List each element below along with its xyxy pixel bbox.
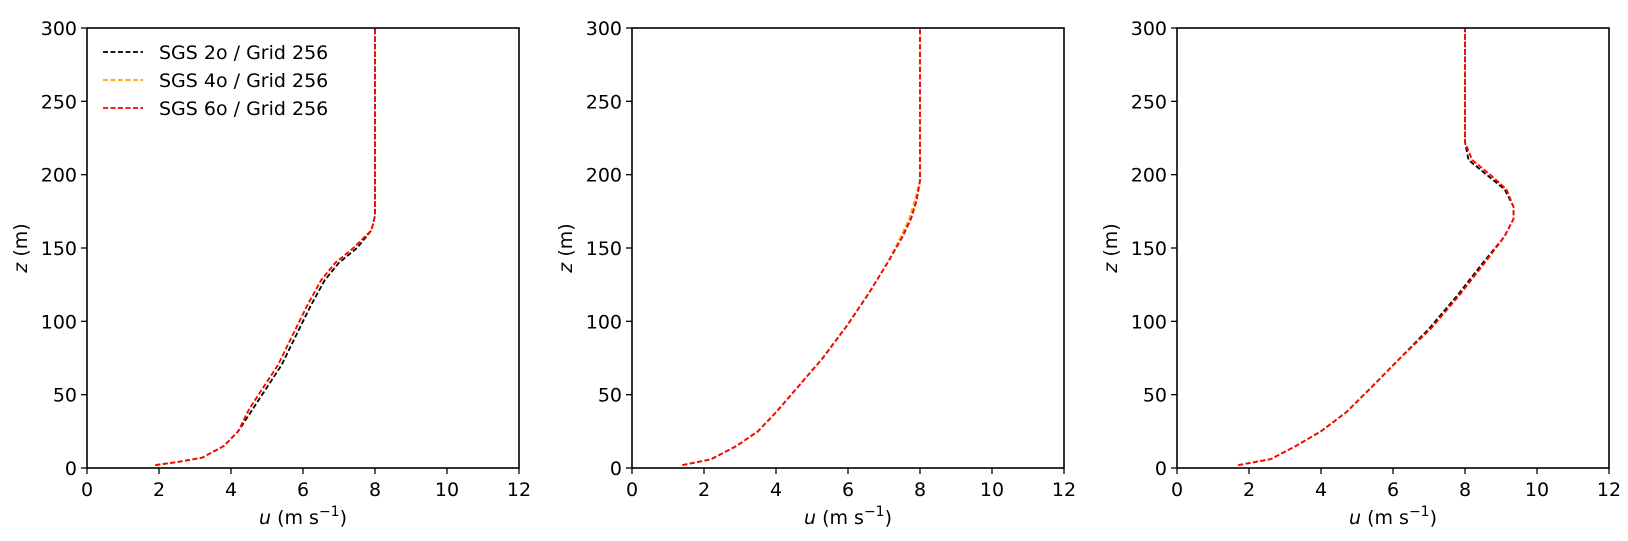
legend-entry-label: SGS 4o / Grid 256 xyxy=(159,70,328,92)
x-axis-label-unit: (m s xyxy=(822,507,864,529)
plot-frame xyxy=(631,27,1065,469)
y-tick-label: 200 xyxy=(586,165,622,187)
x-axis-label: u (m s−1) xyxy=(804,504,892,529)
x-axis-label: u (m s−1) xyxy=(259,504,347,529)
x-tick-label: 6 xyxy=(842,479,854,501)
y-tick-label: 300 xyxy=(41,18,77,40)
y-axis-label-var: z xyxy=(1100,262,1122,274)
panel-2: 0 2 4 6 8 10 12 0 50 100 150 200 250 300 u (m s−1) z (m… xyxy=(555,18,1076,529)
x-tick-label: 12 xyxy=(1597,479,1621,501)
y-tick-label: 300 xyxy=(586,18,622,40)
x-tick-label: 4 xyxy=(770,479,782,501)
y-tick-label: 300 xyxy=(1131,18,1167,40)
y-tick-label: 0 xyxy=(610,458,622,480)
y-axis-label-var: z xyxy=(555,262,577,274)
y-tick-label: 100 xyxy=(1131,311,1167,333)
x-axis-label-var: u xyxy=(804,507,816,529)
x-tick-label: 2 xyxy=(698,479,710,501)
x-axis-label-close: ) xyxy=(885,507,892,529)
series-line-3 xyxy=(1238,28,1515,466)
y-tick-label: 100 xyxy=(586,311,622,333)
y-tick-label: 250 xyxy=(41,91,77,113)
x-tick-label: 4 xyxy=(1315,479,1327,501)
x-tick-label: 8 xyxy=(369,479,381,501)
y-axis-label-var: z xyxy=(10,262,32,274)
y-tick-label: 50 xyxy=(598,385,622,407)
y-axis-label: z (m) xyxy=(555,223,577,273)
x-tick-label: 12 xyxy=(1052,479,1076,501)
series-line-1 xyxy=(155,28,376,466)
y-tick-label: 0 xyxy=(1155,458,1167,480)
y-axis-label: z (m) xyxy=(10,223,32,273)
series-line-3 xyxy=(155,28,376,466)
y-tick-label: 50 xyxy=(1143,385,1167,407)
x-tick-label: 8 xyxy=(914,479,926,501)
x-tick-label: 10 xyxy=(980,479,1004,501)
x-axis-label-close: ) xyxy=(340,507,347,529)
plot-frame xyxy=(86,27,520,469)
x-axis-label-close: ) xyxy=(1430,507,1437,529)
x-axis-label-unit: (m s xyxy=(1367,507,1409,529)
x-tick-label: 10 xyxy=(1525,479,1549,501)
y-tick-label: 100 xyxy=(41,311,77,333)
y-tick-label: 250 xyxy=(586,91,622,113)
x-axis-label-exponent: −1 xyxy=(864,504,885,520)
legend: SGS 2o / Grid 256 SGS 4o / Grid 256 SGS 6o… xyxy=(103,42,328,120)
x-tick-label: 0 xyxy=(1171,479,1183,501)
series-line-1 xyxy=(1238,28,1515,466)
x-tick-label: 12 xyxy=(507,479,531,501)
legend-entry-label: SGS 6o / Grid 256 xyxy=(159,98,328,120)
y-tick-label: 150 xyxy=(41,238,77,260)
series-line-2 xyxy=(155,28,376,466)
y-tick-label: 0 xyxy=(65,458,77,480)
x-axis-label-var: u xyxy=(259,507,271,529)
y-tick-label: 250 xyxy=(1131,91,1167,113)
x-axis-label-unit: (m s xyxy=(277,507,319,529)
y-axis-label: z (m) xyxy=(1100,223,1122,273)
panel-1: 0 2 4 6 8 10 12 0 50 100 150 200 250 300 u (m s−1) z (m… xyxy=(10,18,531,529)
legend-entry-label: SGS 2o / Grid 256 xyxy=(159,42,328,64)
y-tick-label: 200 xyxy=(41,165,77,187)
x-tick-label: 10 xyxy=(435,479,459,501)
y-tick-label: 150 xyxy=(1131,238,1167,260)
x-axis-label-exponent: −1 xyxy=(319,504,340,520)
y-axis-label-unit: (m) xyxy=(1100,223,1122,256)
plot-frame xyxy=(1176,27,1610,469)
x-tick-label: 0 xyxy=(626,479,638,501)
x-tick-label: 6 xyxy=(1387,479,1399,501)
y-axis-label-unit: (m) xyxy=(10,223,32,256)
x-tick-label: 0 xyxy=(81,479,93,501)
x-tick-label: 2 xyxy=(1243,479,1255,501)
x-tick-label: 4 xyxy=(225,479,237,501)
x-tick-label: 2 xyxy=(153,479,165,501)
series-line-2 xyxy=(682,28,921,466)
y-tick-label: 150 xyxy=(586,238,622,260)
y-tick-label: 200 xyxy=(1131,165,1167,187)
x-axis-label-var: u xyxy=(1349,507,1361,529)
x-tick-label: 6 xyxy=(297,479,309,501)
x-axis-label: u (m s−1) xyxy=(1349,504,1437,529)
x-axis-label-exponent: −1 xyxy=(1409,504,1430,520)
y-tick-label: 50 xyxy=(53,385,77,407)
y-axis-label-unit: (m) xyxy=(555,223,577,256)
x-tick-label: 8 xyxy=(1459,479,1471,501)
series-line-2 xyxy=(1238,28,1515,466)
panel-3: 0 2 4 6 8 10 12 0 50 100 150 200 250 300 u (m s−1) z (m… xyxy=(1100,18,1621,529)
series-line-3 xyxy=(682,28,921,466)
series-line-1 xyxy=(682,28,921,466)
